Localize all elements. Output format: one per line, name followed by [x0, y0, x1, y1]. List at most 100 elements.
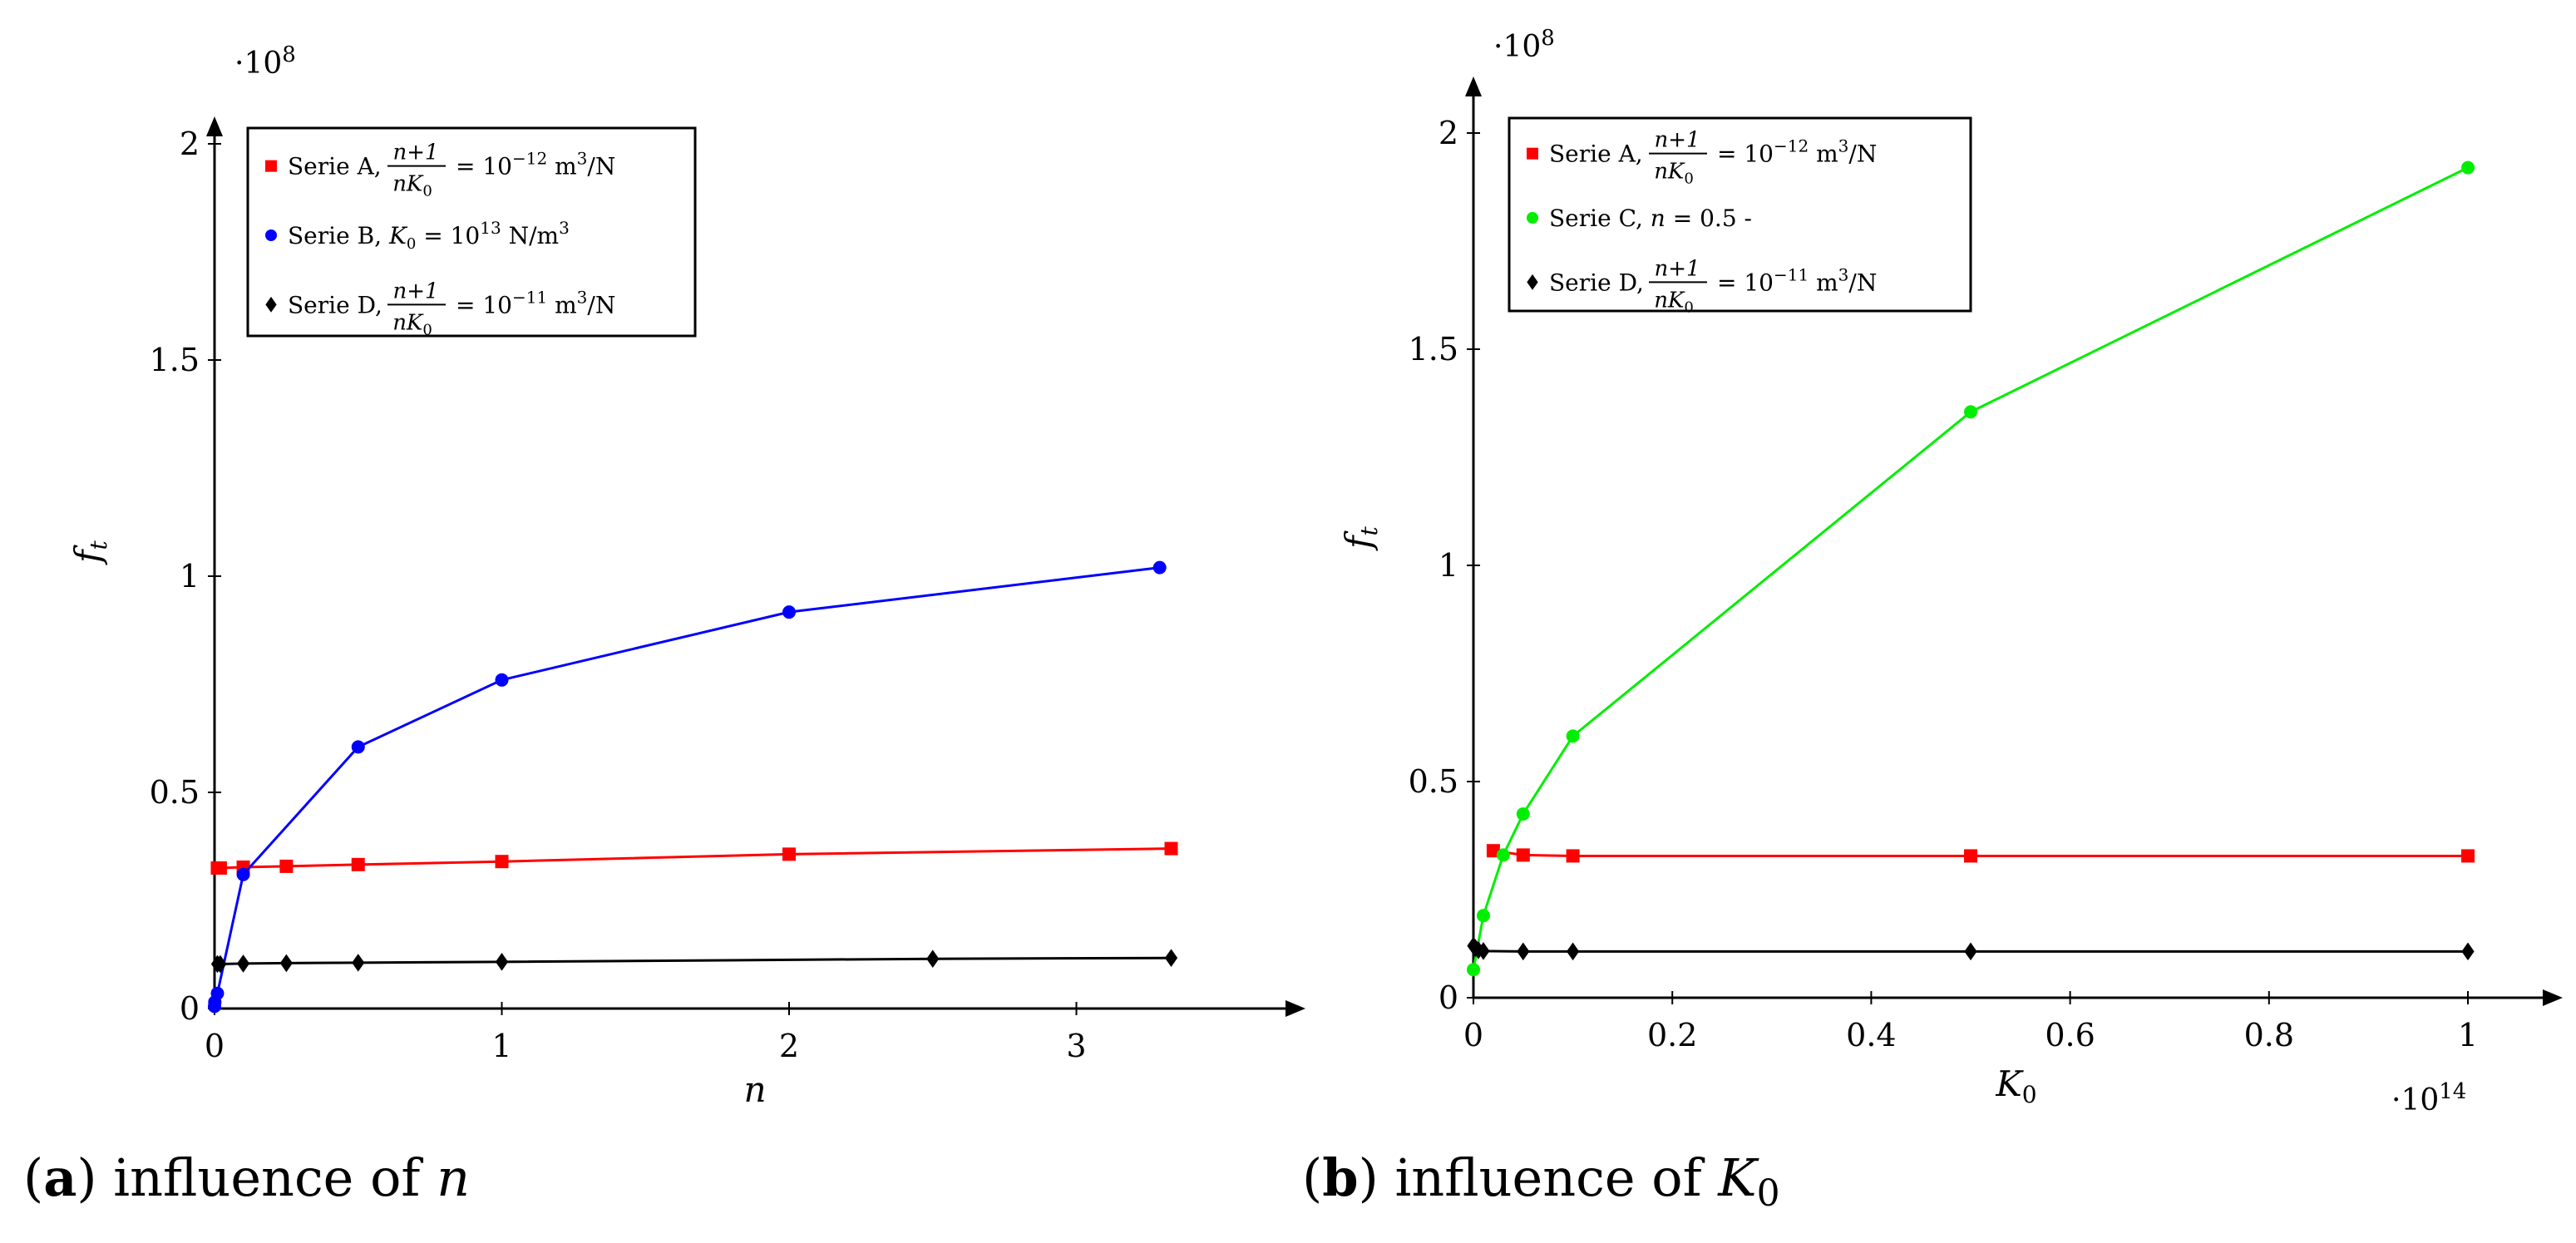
legend-label-D: Serie D, [1549, 269, 1644, 296]
y-axis-label: ft [67, 540, 112, 565]
x-tick-label: 0.8 [2244, 1017, 2294, 1053]
legend-marker-D [1527, 274, 1538, 290]
caption-variable: K [1717, 1147, 1759, 1208]
y-axis-label-sub: t [85, 540, 112, 550]
caption-variable: n [437, 1147, 470, 1208]
legend-unit-end: /N [587, 153, 615, 180]
y-scale-exponent: 8 [282, 42, 296, 67]
caption-letter: b [1322, 1147, 1358, 1208]
legend-k-symbol: K [388, 222, 408, 249]
y-scale-exponent: 8 [1541, 26, 1555, 51]
data-point-A [2461, 849, 2475, 863]
data-point-D [1164, 949, 1178, 967]
legend-unit-end: /N [587, 291, 615, 318]
y-axis-label: ft [1338, 525, 1383, 551]
data-point-D [495, 953, 509, 971]
data-point-D [236, 954, 250, 973]
legend-n-symbol: n [1651, 205, 1666, 232]
y-scale-factor: ·108 [1493, 26, 1555, 64]
y-scale-factor: ·108 [234, 42, 296, 81]
x-tick-label: 3 [1066, 1028, 1086, 1064]
subfigure-caption: (a) influence of n [23, 1147, 470, 1208]
x-axis-arrow [1286, 1000, 1305, 1017]
legend-exponent: −12 [512, 149, 547, 169]
legend-marker-D [265, 296, 277, 313]
legend-frac-sub: 0 [422, 183, 432, 200]
data-point-D [1567, 942, 1580, 961]
data-point-A [1566, 849, 1580, 863]
data-point-B [782, 605, 796, 619]
caption-letter: a [43, 1147, 76, 1208]
y-tick-label: 2 [1439, 115, 1458, 151]
data-point-A [1516, 848, 1530, 862]
x-axis-label: n [743, 1069, 766, 1110]
data-point-B [1152, 560, 1167, 575]
series-line-B [213, 566, 1160, 1007]
legend-unit: m [547, 291, 576, 318]
legend-exponent: −11 [512, 287, 547, 307]
data-point-A [351, 857, 365, 871]
legend-expression: = 10−11 m3/N [456, 287, 615, 318]
data-point-D [352, 954, 365, 972]
legend-unit: m [1809, 141, 1838, 168]
legend-frac-numerator: n+1 [1654, 128, 1700, 153]
x-scale-factor: ·1014 [2391, 1079, 2466, 1117]
caption-text: ) influence of [1359, 1147, 1719, 1208]
legend-marker-C [1527, 212, 1538, 224]
x-tick-label: 0 [205, 1028, 225, 1064]
data-point-A [1486, 844, 1500, 858]
legend-exponent: 13 [480, 218, 501, 238]
legend-unit: m [1809, 269, 1838, 296]
x-tick-label: 0.4 [1846, 1017, 1896, 1053]
data-point-B [495, 673, 509, 687]
data-point-A [1164, 841, 1178, 856]
data-point-C [1964, 405, 1977, 419]
x-axis-label-sub: 0 [2022, 1081, 2037, 1108]
legend-label-B: Serie B, K0 = 1013 N/m3 [288, 218, 570, 253]
legend-box [1508, 116, 1972, 313]
legend-frac-numerator: n+1 [392, 279, 438, 303]
x-tick-label: 1 [491, 1028, 511, 1064]
data-point-D [1517, 942, 1530, 961]
y-tick-label: 0.5 [1409, 763, 1458, 800]
legend-frac-sub: 0 [1684, 298, 1693, 316]
data-point-D [926, 950, 940, 968]
y-tick-label: 0 [1439, 979, 1458, 1016]
x-tick-label: 0.6 [2045, 1017, 2095, 1053]
x-tick-label: 2 [779, 1028, 799, 1064]
data-point-C [1516, 807, 1530, 821]
x-tick-label: 1 [2458, 1017, 2478, 1053]
y-axis-arrow [206, 116, 223, 136]
y-tick-label: 1.5 [1409, 331, 1458, 367]
legend-unit-exponent: 3 [1838, 264, 1849, 284]
legend-label-A: Serie A, [288, 153, 382, 180]
legend-frac-numerator: n+1 [1654, 256, 1700, 281]
data-point-B [351, 740, 365, 754]
legend-frac-sub: 0 [1684, 170, 1693, 188]
data-point-D [2461, 942, 2475, 961]
legend-unit: N/m [501, 222, 559, 249]
legend-unit-exponent: 3 [577, 287, 588, 307]
data-point-D [279, 954, 293, 973]
caption-variable-sub: 0 [1757, 1172, 1780, 1215]
data-point-C [1496, 848, 1510, 862]
data-point-A [782, 847, 796, 861]
legend-unit-exponent: 3 [577, 149, 588, 169]
subfigure-caption: (b) influence of K0 [1302, 1147, 1780, 1215]
x-axis-label: K0 [1995, 1063, 2036, 1108]
x-scale-exponent: 14 [2439, 1079, 2466, 1104]
y-axis-arrow [1465, 76, 1482, 96]
data-point-C [1467, 963, 1480, 977]
legend-box [246, 126, 697, 338]
data-point-A [279, 859, 294, 873]
y-tick-label: 0 [180, 990, 200, 1027]
caption-text: ) influence of [76, 1147, 437, 1208]
x-tick-label: 0.2 [1647, 1017, 1697, 1053]
y-axis-label-sub: t [1355, 525, 1383, 535]
y-tick-label: 1 [1439, 547, 1458, 584]
y-tick-label: 1.5 [150, 342, 200, 378]
x-tick-label: 0 [1463, 1017, 1483, 1053]
